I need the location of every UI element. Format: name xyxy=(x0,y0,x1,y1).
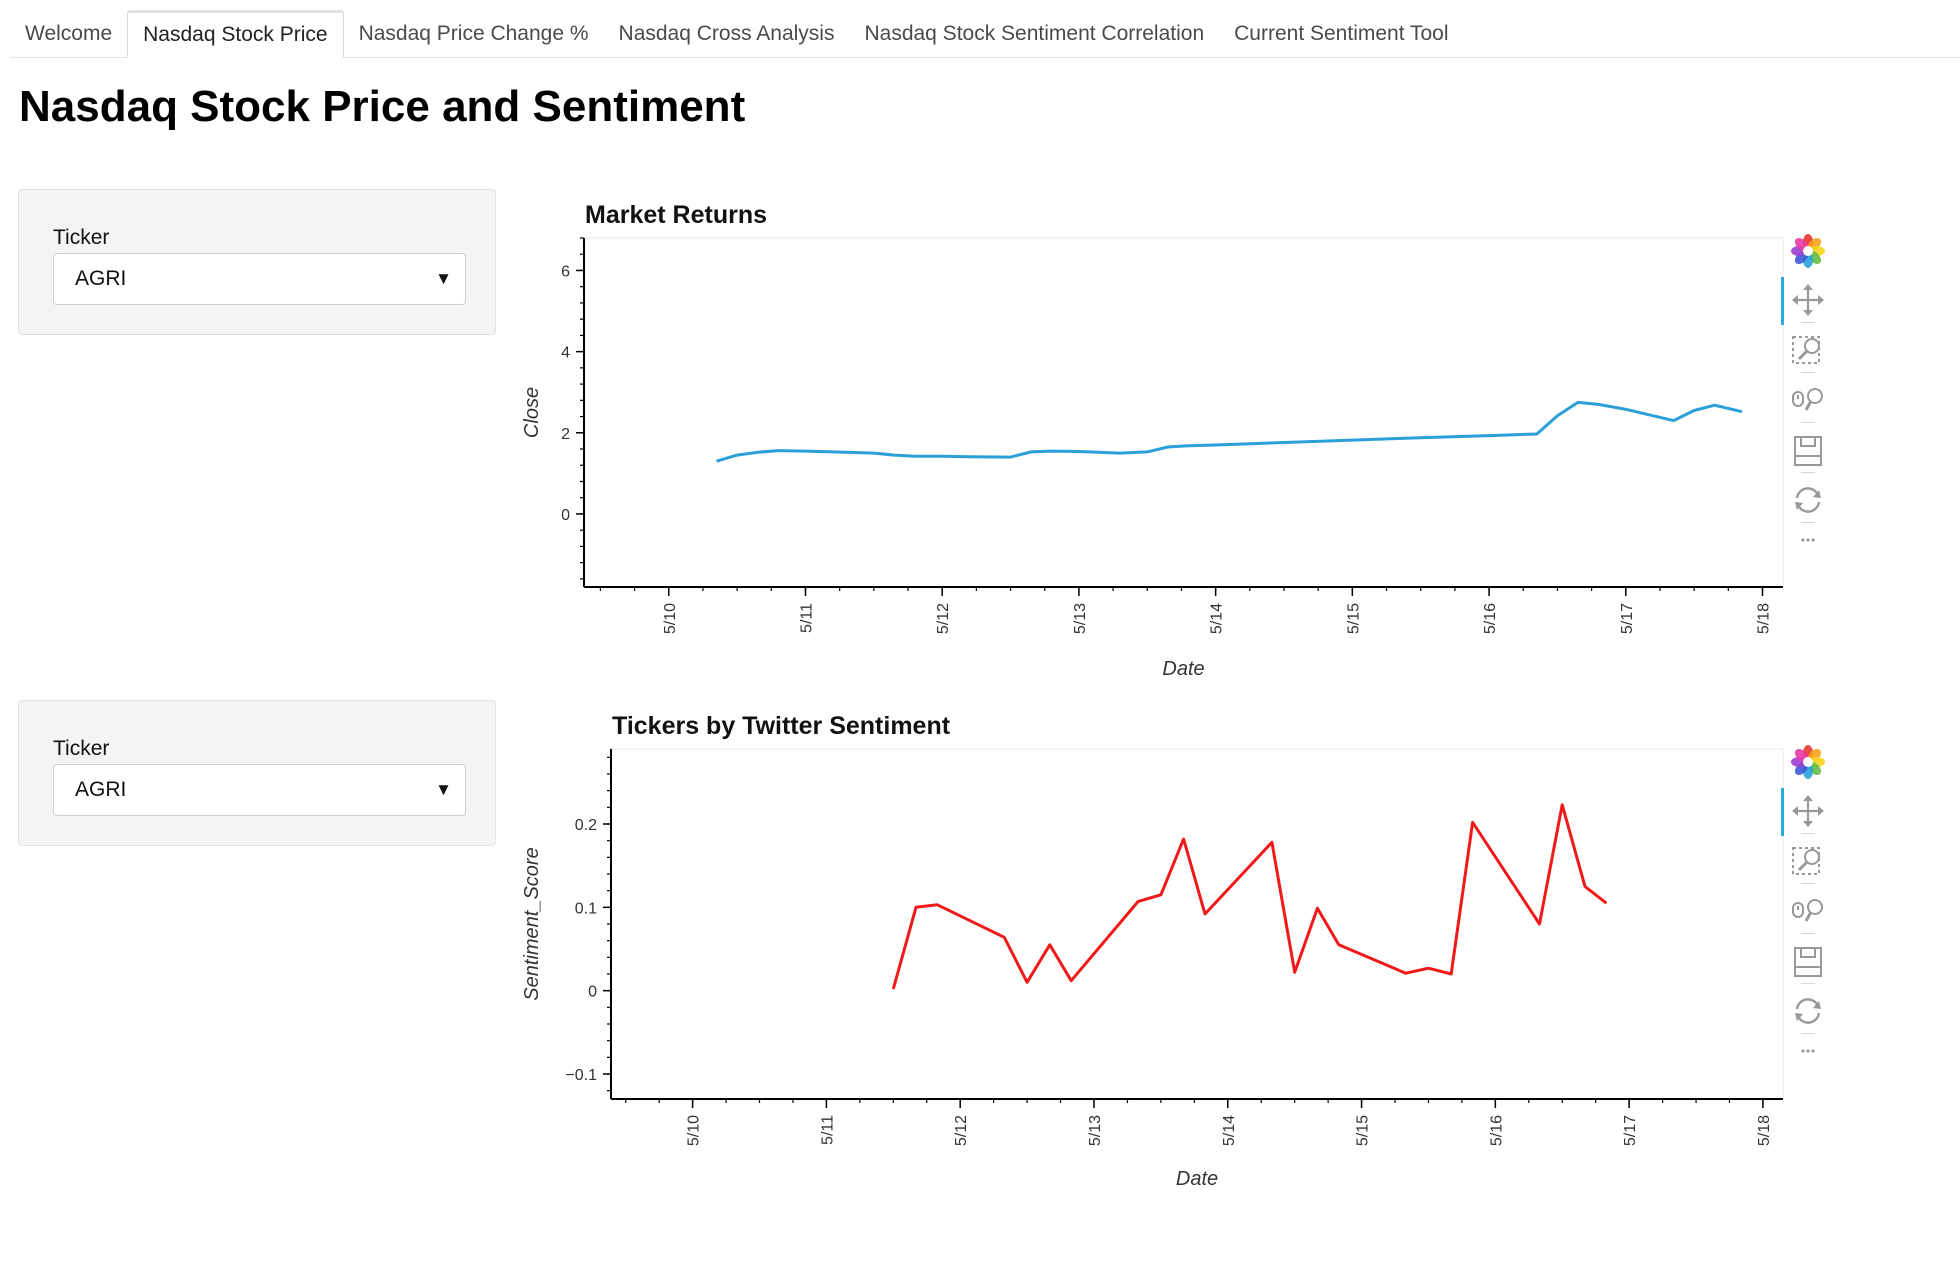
x-tick-label: 5/15 xyxy=(1345,603,1362,634)
wheel-zoom-icon[interactable] xyxy=(1789,893,1827,931)
x-tick-label: 5/16 xyxy=(1488,1115,1505,1146)
y-tick-label: 0.1 xyxy=(575,900,597,917)
ticker-label: Ticker xyxy=(53,737,110,760)
y-tick-label: 0.2 xyxy=(575,817,597,834)
y-tick-label: 0 xyxy=(561,507,570,524)
x-tick-label: 5/14 xyxy=(1209,603,1226,634)
ticker-widget-top: Ticker AGRI ▼ xyxy=(18,189,496,335)
toolbar-divider xyxy=(1801,472,1815,473)
x-tick-label: 5/12 xyxy=(953,1115,970,1146)
reset-icon[interactable] xyxy=(1789,481,1827,519)
series-line xyxy=(891,803,1608,990)
bokeh-logo-icon xyxy=(1789,232,1827,270)
toolbar-divider xyxy=(1801,522,1815,523)
tab-nasdaq-cross-analysis[interactable]: Nasdaq Cross Analysis xyxy=(618,22,835,45)
plot-area xyxy=(583,237,1784,588)
wheel-zoom-icon[interactable] xyxy=(1789,382,1827,420)
ticker-widget-bottom: Ticker AGRI ▼ xyxy=(18,700,496,846)
twitter-sentiment-plot: Tickers by Twitter Sentiment −0.1 0 0.1 0.2 5… xyxy=(521,712,1784,1190)
x-tick-label: 5/11 xyxy=(798,603,815,633)
x-tick-label: 5/10 xyxy=(662,603,679,634)
ticker-select[interactable]: AGRI ▼ xyxy=(53,253,466,305)
y-tick-label: 2 xyxy=(561,426,570,443)
y-tick-label: 0 xyxy=(588,984,597,1001)
tab-bar: Welcome Nasdaq Stock Price Nasdaq Price … xyxy=(10,9,1960,58)
toolbar-divider xyxy=(1801,983,1815,984)
tab-nasdaq-stock-price[interactable]: Nasdaq Stock Price xyxy=(127,10,344,58)
toolbar-divider xyxy=(1801,883,1815,884)
toolbar-divider xyxy=(1801,833,1815,834)
x-axis-label: Date xyxy=(1176,1168,1218,1190)
toolbar-divider xyxy=(1801,372,1815,373)
x-tick-label: 5/15 xyxy=(1355,1115,1372,1146)
y-axis-label: Close xyxy=(521,387,543,438)
y-tick-label: 6 xyxy=(561,263,570,280)
save-icon[interactable] xyxy=(1789,943,1827,981)
tab-welcome[interactable]: Welcome xyxy=(25,22,113,45)
pan-icon[interactable] xyxy=(1789,792,1827,830)
chevron-down-icon: ▼ xyxy=(435,269,452,288)
chart-title: Tickers by Twitter Sentiment xyxy=(612,712,951,740)
y-tick-label: 4 xyxy=(561,345,570,362)
save-icon[interactable] xyxy=(1789,432,1827,470)
more-icon[interactable] xyxy=(1789,1043,1827,1081)
x-tick-label: 5/13 xyxy=(1087,1115,1104,1146)
reset-icon[interactable] xyxy=(1789,992,1827,1030)
x-tick-label: 5/13 xyxy=(1072,603,1089,634)
tab-nasdaq-price-change[interactable]: Nasdaq Price Change % xyxy=(358,22,589,45)
x-tick-label: 5/10 xyxy=(686,1115,703,1146)
chevron-down-icon: ▼ xyxy=(435,780,452,799)
x-tick-label: 5/16 xyxy=(1482,603,1499,634)
pan-icon[interactable] xyxy=(1789,281,1827,319)
toolbar-divider xyxy=(1801,933,1815,934)
ticker-label: Ticker xyxy=(53,226,110,249)
x-tick-label: 5/12 xyxy=(935,603,952,634)
bokeh-logo-icon xyxy=(1789,743,1827,781)
x-tick-label: 5/17 xyxy=(1619,603,1636,634)
page-title: Nasdaq Stock Price and Sentiment xyxy=(19,82,746,131)
market-returns-plot: Market Returns 0 2 4 6 5/10 5/11 5/12 5/13 5/14 5/… xyxy=(521,201,1784,680)
x-tick-label: 5/11 xyxy=(819,1115,836,1145)
toolbar-divider xyxy=(1801,322,1815,323)
ticker-select-value: AGRI xyxy=(75,267,127,290)
ticker-select-value: AGRI xyxy=(75,778,127,801)
x-axis-label: Date xyxy=(1162,658,1204,680)
x-tick-label: 5/17 xyxy=(1622,1115,1639,1146)
y-tick-label: −0.1 xyxy=(565,1067,597,1084)
chart-title: Market Returns xyxy=(585,201,767,229)
toolbar-divider xyxy=(1801,1033,1815,1034)
active-tool-indicator xyxy=(1781,788,1784,836)
x-tick-label: 5/18 xyxy=(1756,1115,1773,1146)
series-line xyxy=(716,400,1743,463)
active-tool-indicator xyxy=(1781,277,1784,325)
x-tick-label: 5/14 xyxy=(1221,1115,1238,1146)
x-tick-label: 5/18 xyxy=(1755,603,1772,634)
y-axis-label: Sentiment_Score xyxy=(521,847,543,1000)
tab-current-sentiment-tool[interactable]: Current Sentiment Tool xyxy=(1234,22,1449,45)
plot-area xyxy=(610,748,1784,1100)
box-zoom-icon[interactable] xyxy=(1789,331,1827,369)
tab-nasdaq-stock-sentiment-correlation[interactable]: Nasdaq Stock Sentiment Correlation xyxy=(864,22,1205,45)
ticker-select[interactable]: AGRI ▼ xyxy=(53,764,466,816)
toolbar-divider xyxy=(1801,422,1815,423)
box-zoom-icon[interactable] xyxy=(1789,842,1827,880)
more-icon[interactable] xyxy=(1789,532,1827,570)
